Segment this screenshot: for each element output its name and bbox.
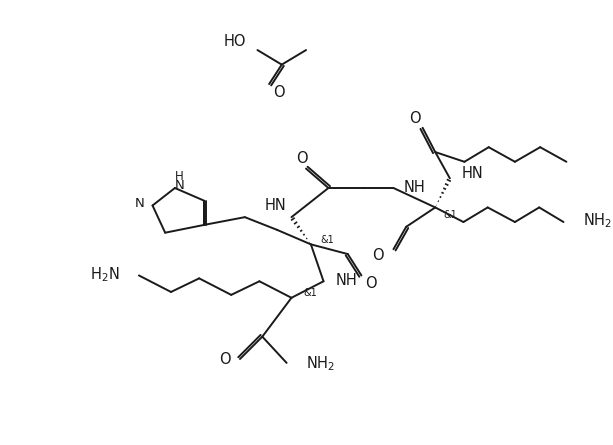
Text: H$_2$N: H$_2$N <box>90 265 120 284</box>
Text: NH$_2$: NH$_2$ <box>583 212 612 231</box>
Text: N: N <box>175 178 185 192</box>
Text: O: O <box>372 247 384 263</box>
Text: &1: &1 <box>303 288 317 298</box>
Text: O: O <box>273 85 284 100</box>
Text: HN: HN <box>265 198 287 213</box>
Text: HO: HO <box>223 34 246 49</box>
Text: &1: &1 <box>443 210 457 220</box>
Text: O: O <box>409 110 421 125</box>
Text: NH: NH <box>335 273 357 288</box>
Text: &1: &1 <box>321 235 334 244</box>
Text: NH$_2$: NH$_2$ <box>306 355 335 373</box>
Text: NH: NH <box>403 179 425 194</box>
Text: O: O <box>365 276 377 291</box>
Text: HN: HN <box>462 166 483 181</box>
Text: O: O <box>219 352 230 368</box>
Text: O: O <box>296 151 308 166</box>
Text: H: H <box>175 170 184 183</box>
Text: N: N <box>135 197 145 210</box>
